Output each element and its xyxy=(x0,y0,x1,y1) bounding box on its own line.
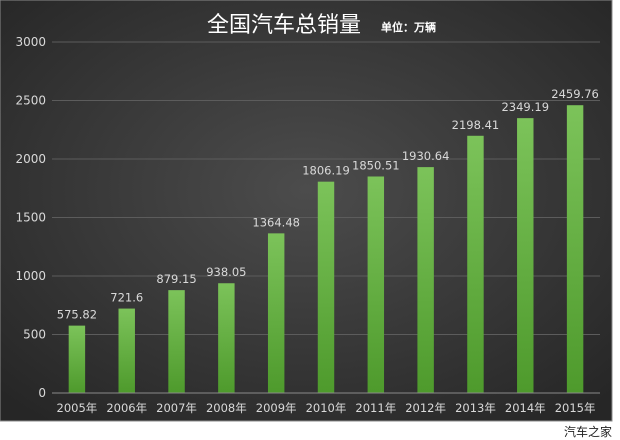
x-tick-label: 2008年 xyxy=(206,401,247,415)
chart-unit-label: 单位：万辆 xyxy=(381,20,436,34)
y-tick-label: 0 xyxy=(38,386,46,400)
bar xyxy=(118,308,135,393)
chart-background xyxy=(0,0,613,422)
y-axis-ticks: 0 500 1000 1500 2000 2500 3000 xyxy=(15,35,46,400)
data-label: 1930.64 xyxy=(402,149,450,163)
data-label: 1850.51 xyxy=(352,158,400,172)
data-labels: 575.82 721.6 879.15 938.05 1364.48 1806.19 185… xyxy=(57,87,599,321)
x-tick-label: 2015年 xyxy=(555,401,596,415)
data-label: 938.05 xyxy=(206,265,246,279)
x-tick-label: 2006年 xyxy=(106,401,147,415)
bar xyxy=(317,181,335,393)
bars xyxy=(68,105,584,394)
bar xyxy=(467,135,484,394)
y-tick-label: 2000 xyxy=(15,152,46,166)
x-tick-label: 2005年 xyxy=(57,401,98,415)
bar xyxy=(68,325,86,393)
watermark: 汽车之家 xyxy=(564,424,612,439)
y-tick-label: 2500 xyxy=(15,94,46,108)
data-label: 1806.19 xyxy=(302,164,350,178)
y-tick-label: 1000 xyxy=(15,269,46,283)
y-tick-label: 1500 xyxy=(15,211,46,225)
data-label: 1364.48 xyxy=(252,215,300,229)
x-tick-label: 2010年 xyxy=(306,401,347,415)
data-label: 2459.76 xyxy=(551,87,599,101)
data-label: 2349.19 xyxy=(501,100,549,114)
bar xyxy=(267,233,285,393)
x-axis-ticks: 2005年 2006年 2007年 2008年 2009年 2010年 2011年 2012年… xyxy=(57,401,596,415)
data-label: 2198.41 xyxy=(452,118,500,132)
chart-title: 全国汽车总销量 xyxy=(207,13,361,38)
bar xyxy=(566,105,584,394)
data-label: 575.82 xyxy=(57,308,97,322)
x-tick-label: 2007年 xyxy=(156,401,197,415)
x-tick-label: 2009年 xyxy=(256,401,297,415)
x-tick-label: 2012年 xyxy=(405,401,446,415)
x-tick-label: 2013年 xyxy=(455,401,496,415)
bar xyxy=(417,167,434,393)
y-tick-label: 3000 xyxy=(15,35,46,49)
data-label: 879.15 xyxy=(156,272,196,286)
y-tick-label: 500 xyxy=(23,328,46,342)
bar xyxy=(218,283,235,393)
bar xyxy=(517,118,534,393)
x-tick-label: 2011年 xyxy=(355,401,396,415)
x-tick-label: 2014年 xyxy=(505,401,546,415)
bar xyxy=(168,290,185,393)
data-label: 721.6 xyxy=(110,291,143,305)
bar xyxy=(367,176,385,393)
